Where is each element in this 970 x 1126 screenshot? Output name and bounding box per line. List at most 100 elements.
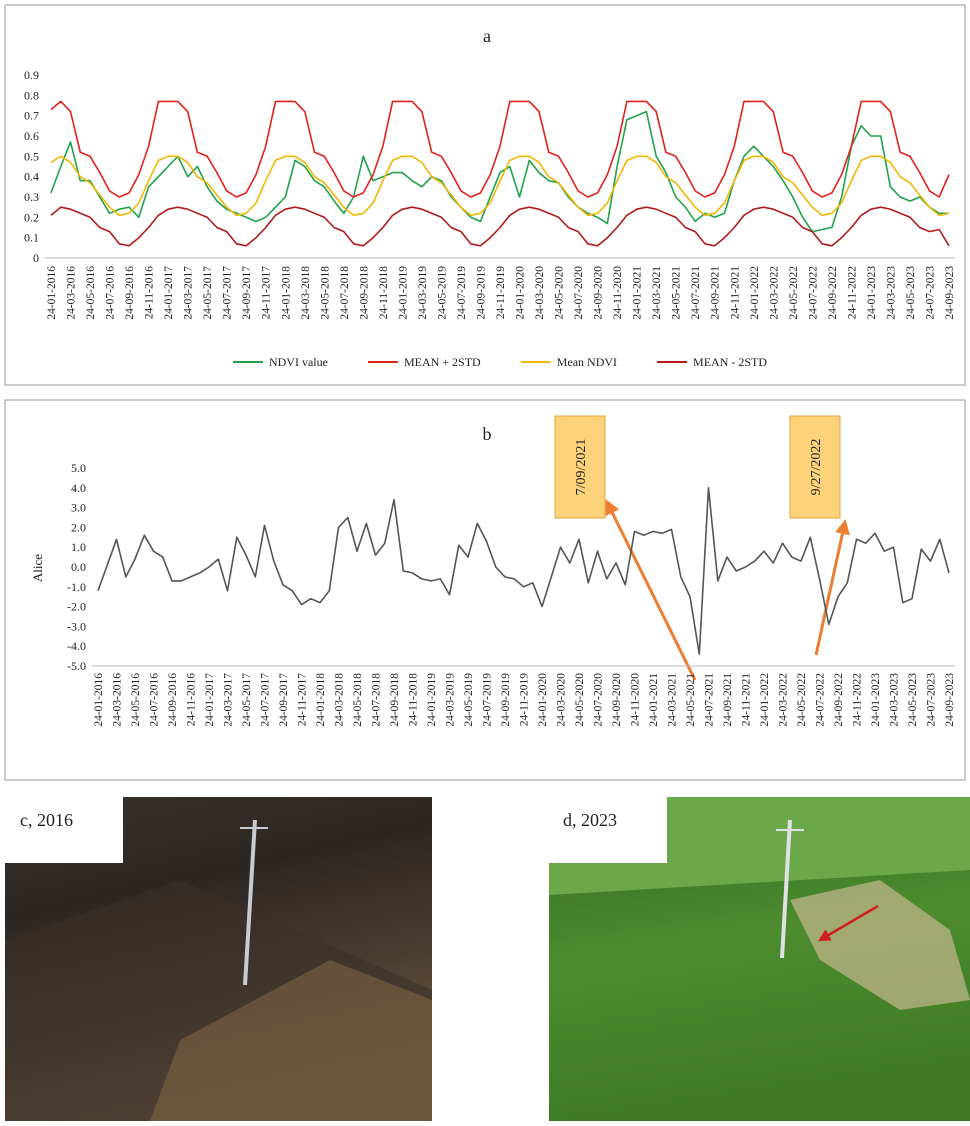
x-tick-label: 24-01-2020	[515, 266, 527, 320]
x-tick-label: 24-01-2016	[93, 673, 105, 727]
x-tick-label: 24-05-2020	[574, 673, 586, 727]
label-box	[5, 797, 123, 863]
x-tick-label: 24-09-2023	[944, 266, 956, 320]
x-tick-label: 24-11-2016	[186, 673, 198, 726]
y-tick-label: -5.0	[67, 659, 86, 673]
chart-title: b	[483, 424, 492, 444]
x-tick-label: 24-11-2016	[144, 266, 156, 319]
x-tick-label: 24-01-2022	[759, 673, 771, 727]
x-tick-label: 24-07-2019	[482, 673, 494, 727]
x-tick-label: 24-05-2022	[788, 266, 800, 320]
x-tick-label: 24-09-2023	[944, 673, 956, 727]
x-tick-label: 24-03-2021	[667, 673, 679, 727]
figure: a 00.10.20.30.40.50.60.70.80.924-01-2016…	[0, 0, 970, 1121]
x-tick-label: 24-11-2020	[612, 266, 624, 319]
x-tick-label: 24-07-2016	[149, 673, 161, 727]
x-tick-label: 24-01-2023	[870, 673, 882, 727]
x-tick-label: 24-09-2017	[278, 673, 290, 727]
x-tick-label: 24-07-2018	[371, 673, 383, 727]
x-tick-label: 24-09-2021	[710, 266, 722, 320]
x-tick-label: 24-07-2021	[690, 266, 702, 320]
y-tick-label: 0.2	[24, 210, 39, 224]
x-tick-label: 24-03-2021	[651, 266, 663, 320]
x-tick-label: 24-11-2019	[519, 673, 531, 726]
x-tick-label: 24-05-2018	[352, 673, 364, 727]
x-tick-label: 24-07-2016	[105, 266, 117, 320]
x-tick-label: 24-07-2020	[593, 673, 605, 727]
x-tick-label: 24-05-2023	[907, 673, 919, 727]
x-tick-label: 24-07-2018	[339, 266, 351, 320]
x-tick-label: 24-07-2022	[807, 266, 819, 320]
photo-c: c, 2016	[5, 797, 432, 1121]
y-tick-label: 3.0	[71, 501, 86, 515]
x-tick-label: 24-09-2018	[389, 673, 401, 727]
panel-a	[5, 5, 965, 385]
y-tick-label: 2.0	[71, 520, 86, 534]
x-tick-label: 24-09-2018	[358, 266, 370, 320]
x-tick-label: 24-09-2016	[167, 673, 179, 727]
x-tick-label: 24-11-2022	[852, 673, 864, 726]
x-tick-label: 24-03-2017	[183, 266, 195, 320]
y-tick-label: 0.6	[24, 129, 39, 143]
y-tick-label: 0.1	[24, 231, 39, 245]
y-tick-label: -2.0	[67, 600, 86, 614]
x-tick-label: 24-11-2018	[408, 673, 420, 726]
x-tick-label: 24-05-2019	[463, 673, 475, 727]
x-tick-label: 24-09-2016	[124, 266, 136, 320]
x-tick-label: 24-01-2017	[163, 266, 175, 320]
x-tick-label: 24-05-2017	[241, 673, 253, 727]
x-tick-label: 24-11-2019	[495, 266, 507, 319]
x-tick-label: 24-01-2022	[749, 266, 761, 320]
x-tick-label: 24-09-2021	[722, 673, 734, 727]
x-tick-label: 24-05-2016	[85, 266, 97, 320]
x-tick-label: 24-01-2020	[537, 673, 549, 727]
x-tick-label: 24-01-2019	[426, 673, 438, 727]
x-tick-label: 24-01-2021	[648, 673, 660, 727]
x-tick-label: 24-09-2019	[475, 266, 487, 320]
x-tick-label: 24-03-2018	[334, 673, 346, 727]
x-tick-label: 24-07-2022	[815, 673, 827, 727]
x-tick-label: 24-03-2023	[885, 266, 897, 320]
x-tick-label: 24-07-2020	[573, 266, 585, 320]
legend-label: Mean NDVI	[557, 355, 617, 369]
x-tick-label: 24-01-2016	[46, 266, 58, 320]
x-tick-label: 24-03-2017	[223, 673, 235, 727]
y-tick-label: 4.0	[71, 481, 86, 495]
panel-label: d, 2023	[563, 810, 617, 830]
x-tick-label: 24-03-2016	[112, 673, 124, 727]
x-tick-label: 24-01-2018	[315, 673, 327, 727]
annotation: 7/09/2021	[574, 439, 589, 496]
chart-title: a	[483, 26, 491, 46]
x-tick-label: 24-07-2021	[704, 673, 716, 727]
x-tick-label: 24-11-2017	[297, 673, 309, 726]
x-tick-label: 24-11-2021	[729, 266, 741, 319]
y-tick-label: 0.5	[24, 149, 39, 163]
x-tick-label: 24-07-2023	[926, 673, 938, 727]
legend-label: MEAN - 2STD	[693, 355, 767, 369]
x-tick-label: 24-11-2017	[261, 266, 273, 319]
x-tick-label: 24-07-2023	[924, 266, 936, 320]
x-tick-label: 24-05-2019	[436, 266, 448, 320]
x-tick-label: 24-11-2020	[630, 673, 642, 726]
x-tick-label: 24-03-2018	[300, 266, 312, 320]
y-tick-label: 1.0	[71, 540, 86, 554]
x-tick-label: 24-03-2022	[768, 266, 780, 320]
x-tick-label: 24-09-2022	[833, 673, 845, 727]
y-tick-label: -4.0	[67, 639, 86, 653]
x-tick-label: 24-01-2023	[866, 266, 878, 320]
x-tick-label: 24-05-2016	[130, 673, 142, 727]
x-tick-label: 24-05-2022	[796, 673, 808, 727]
x-tick-label: 24-09-2020	[611, 673, 623, 727]
x-tick-label: 24-05-2021	[671, 266, 683, 320]
x-tick-label: 24-03-2022	[778, 673, 790, 727]
x-tick-label: 24-11-2022	[846, 266, 858, 319]
x-tick-label: 24-05-2017	[202, 266, 214, 320]
x-tick-label: 24-03-2020	[556, 673, 568, 727]
x-tick-label: 24-01-2018	[280, 266, 292, 320]
x-tick-label: 24-07-2017	[260, 673, 272, 727]
x-tick-label: 24-03-2020	[534, 266, 546, 320]
x-tick-label: 24-07-2019	[456, 266, 468, 320]
x-tick-label: 24-01-2021	[632, 266, 644, 320]
x-tick-label: 24-03-2023	[889, 673, 901, 727]
photo-d: d, 2023	[549, 797, 970, 1121]
